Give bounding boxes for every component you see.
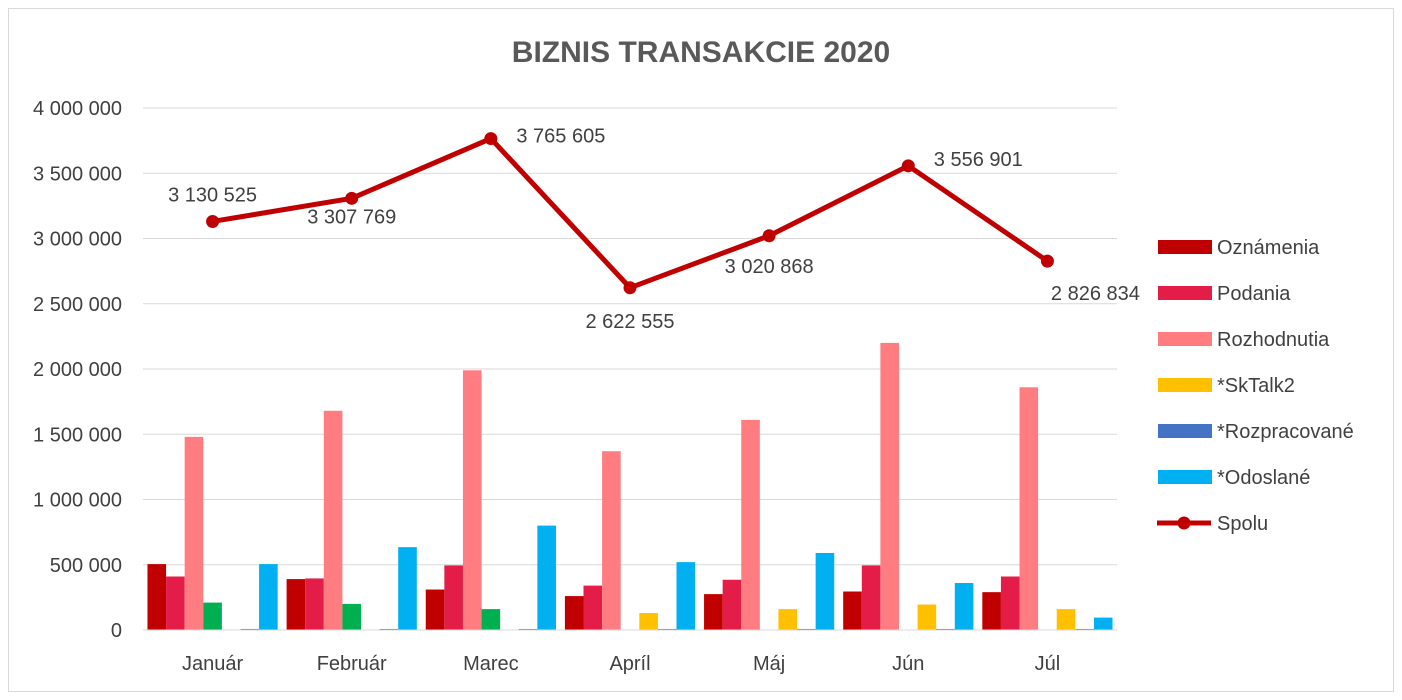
y-tick-label: 2 000 000 bbox=[33, 359, 122, 381]
bar-podania bbox=[583, 585, 603, 630]
legend-swatch bbox=[1158, 378, 1212, 392]
bar-rozhodnutia bbox=[1019, 387, 1039, 630]
legend: Oznámenia Podania Rozhodnutia *SkTalk2 *Rozp… bbox=[1157, 237, 1354, 535]
legend-label: Oznámenia bbox=[1217, 237, 1320, 259]
bar-unlabeled bbox=[342, 603, 362, 630]
data-label: 3 556 901 bbox=[934, 149, 1023, 171]
line-point bbox=[623, 281, 637, 295]
bar-oznámenia bbox=[147, 564, 167, 630]
x-tick-label: Júl bbox=[1035, 653, 1061, 675]
bar-sktalk2 bbox=[639, 613, 658, 630]
legend-label: Rozhodnutia bbox=[1217, 329, 1330, 351]
bar-odoslané bbox=[815, 553, 835, 630]
bar-odoslané bbox=[954, 583, 974, 630]
legend-swatch bbox=[1158, 332, 1212, 346]
legend-label: Podania bbox=[1217, 283, 1291, 305]
y-tick-label: 2 500 000 bbox=[33, 294, 122, 316]
chart-frame bbox=[8, 8, 1394, 692]
bars bbox=[147, 342, 1113, 630]
y-tick-label: 1 500 000 bbox=[33, 424, 122, 446]
legend-swatch bbox=[1158, 470, 1212, 484]
bar-odoslané bbox=[398, 547, 417, 630]
x-tick-label: Apríl bbox=[609, 653, 650, 675]
data-label: 3 307 769 bbox=[307, 206, 396, 228]
y-tick-label: 0 bbox=[111, 620, 122, 642]
bar-podania bbox=[166, 576, 185, 630]
bar-sktalk2 bbox=[917, 604, 937, 630]
legend-label: Spolu bbox=[1217, 513, 1268, 535]
bar-unlabeled bbox=[481, 609, 501, 630]
bar-rozpracované bbox=[936, 628, 955, 630]
data-label: 3 765 605 bbox=[516, 126, 605, 148]
grid-lines bbox=[143, 107, 1117, 631]
bar-oznámenia bbox=[286, 579, 306, 630]
bar-odoslané bbox=[537, 525, 556, 630]
bar-sktalk2 bbox=[1056, 609, 1076, 630]
line-point bbox=[762, 229, 776, 243]
bar-rozhodnutia bbox=[880, 342, 899, 630]
bar-rozhodnutia bbox=[741, 419, 760, 630]
legend-swatch bbox=[1158, 240, 1212, 254]
legend-label: *Odoslané bbox=[1217, 467, 1310, 489]
bar-rozhodnutia bbox=[602, 451, 621, 630]
x-tick-label: Máj bbox=[753, 653, 785, 675]
bar-podania bbox=[444, 565, 463, 630]
chart-title: BIZNIS TRANSAKCIE 2020 bbox=[512, 36, 890, 69]
bar-podania bbox=[722, 579, 742, 630]
legend-swatch bbox=[1158, 286, 1212, 300]
legend-label: *Rozpracované bbox=[1217, 421, 1354, 443]
bar-oznámenia bbox=[704, 594, 723, 630]
x-axis-ticks: Január Február Marec Apríl Máj Jún Júl bbox=[143, 629, 1117, 675]
line-point bbox=[484, 132, 498, 146]
data-labels: 3 130 525 3 307 769 3 765 605 2 622 555 3 02… bbox=[168, 126, 1140, 333]
bar-rozhodnutia bbox=[184, 436, 204, 630]
bar-rozpracované bbox=[797, 628, 816, 630]
data-label: 3 020 868 bbox=[725, 256, 814, 278]
x-tick-label: Február bbox=[317, 653, 387, 675]
bar-rozpracované bbox=[657, 628, 677, 630]
x-tick-label: Január bbox=[182, 653, 243, 675]
y-tick-label: 3 000 000 bbox=[33, 229, 122, 251]
bar-odoslané bbox=[676, 562, 696, 630]
bar-oznámenia bbox=[425, 589, 445, 630]
data-label: 3 130 525 bbox=[168, 184, 257, 206]
data-label: 2 622 555 bbox=[586, 311, 675, 333]
bar-unlabeled bbox=[203, 602, 222, 630]
legend-swatch-marker bbox=[1177, 516, 1191, 530]
line-point bbox=[345, 191, 359, 205]
x-tick-label: Marec bbox=[463, 653, 519, 675]
bar-rozpracované bbox=[240, 628, 260, 630]
bar-sktalk2 bbox=[778, 609, 798, 630]
y-tick-label: 500 000 bbox=[50, 555, 122, 577]
bar-oznámenia bbox=[982, 592, 1001, 630]
total-line bbox=[206, 132, 1054, 295]
legend-swatch bbox=[1158, 424, 1212, 438]
legend-label: *SkTalk2 bbox=[1217, 375, 1295, 397]
bar-rozhodnutia bbox=[323, 410, 343, 630]
line-point bbox=[1040, 254, 1054, 268]
data-label: 2 826 834 bbox=[1051, 283, 1140, 305]
bar-odoslané bbox=[1093, 617, 1113, 630]
y-tick-label: 1 000 000 bbox=[33, 490, 122, 512]
x-tick-label: Jún bbox=[892, 653, 924, 675]
y-tick-label: 3 500 000 bbox=[33, 163, 122, 185]
y-axis-ticks: 0 500 000 1 000 000 1 500 000 2 000 000 2 500… bbox=[33, 98, 122, 642]
bar-rozpracované bbox=[379, 628, 399, 630]
bar-rozhodnutia bbox=[462, 370, 482, 630]
bar-oznámenia bbox=[843, 591, 862, 630]
line-point bbox=[206, 214, 220, 228]
y-tick-label: 4 000 000 bbox=[33, 98, 122, 120]
line-point bbox=[901, 159, 915, 173]
bar-odoslané bbox=[259, 564, 278, 630]
bar-oznámenia bbox=[564, 596, 584, 630]
bar-podania bbox=[305, 578, 324, 630]
bar-rozpracované bbox=[1075, 628, 1094, 630]
bar-podania bbox=[1000, 576, 1020, 630]
bar-podania bbox=[861, 565, 881, 630]
bar-rozpracované bbox=[518, 628, 538, 630]
